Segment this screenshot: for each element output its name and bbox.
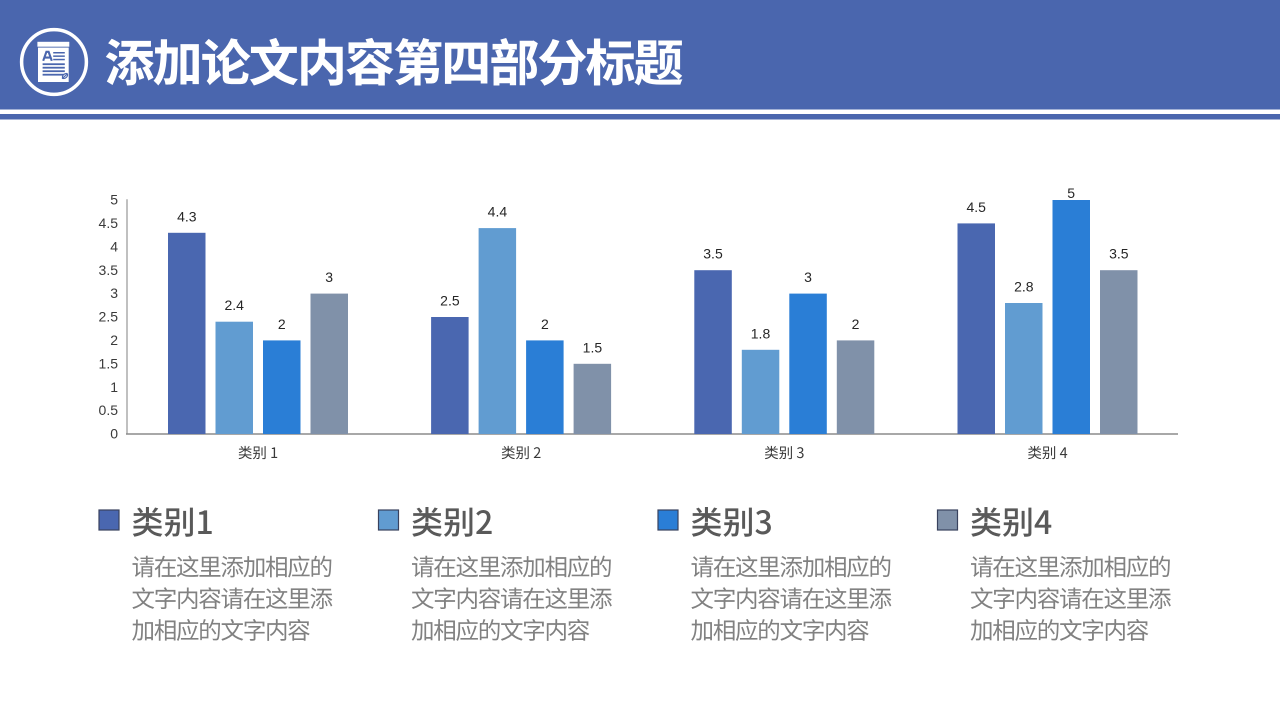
svg-text:4: 4: [110, 238, 118, 254]
svg-text:2: 2: [852, 316, 860, 332]
svg-text:2: 2: [110, 332, 118, 348]
svg-text:3.5: 3.5: [1109, 246, 1129, 262]
svg-text:3: 3: [804, 269, 812, 285]
svg-text:3: 3: [325, 269, 333, 285]
svg-text:1.5: 1.5: [99, 355, 119, 371]
svg-text:4.3: 4.3: [177, 208, 197, 224]
svg-text:5: 5: [1067, 185, 1075, 201]
svg-text:2.8: 2.8: [1014, 279, 1034, 295]
svg-text:4.5: 4.5: [99, 215, 119, 231]
svg-text:3.5: 3.5: [703, 246, 723, 262]
svg-text:2.5: 2.5: [99, 309, 119, 325]
svg-text:2: 2: [541, 316, 549, 332]
svg-text:2.5: 2.5: [440, 293, 460, 309]
svg-text:1.8: 1.8: [751, 325, 771, 341]
svg-text:4.5: 4.5: [966, 199, 986, 215]
svg-text:3: 3: [110, 285, 118, 301]
svg-text:0.5: 0.5: [99, 402, 119, 418]
svg-text:2.4: 2.4: [224, 297, 244, 313]
svg-text:2: 2: [278, 316, 286, 332]
svg-text:3.5: 3.5: [99, 262, 119, 278]
svg-text:1: 1: [110, 379, 118, 395]
svg-text:0: 0: [110, 426, 118, 442]
svg-text:1.5: 1.5: [583, 339, 603, 355]
svg-text:4.4: 4.4: [488, 204, 508, 220]
svg-text:5: 5: [110, 192, 118, 208]
